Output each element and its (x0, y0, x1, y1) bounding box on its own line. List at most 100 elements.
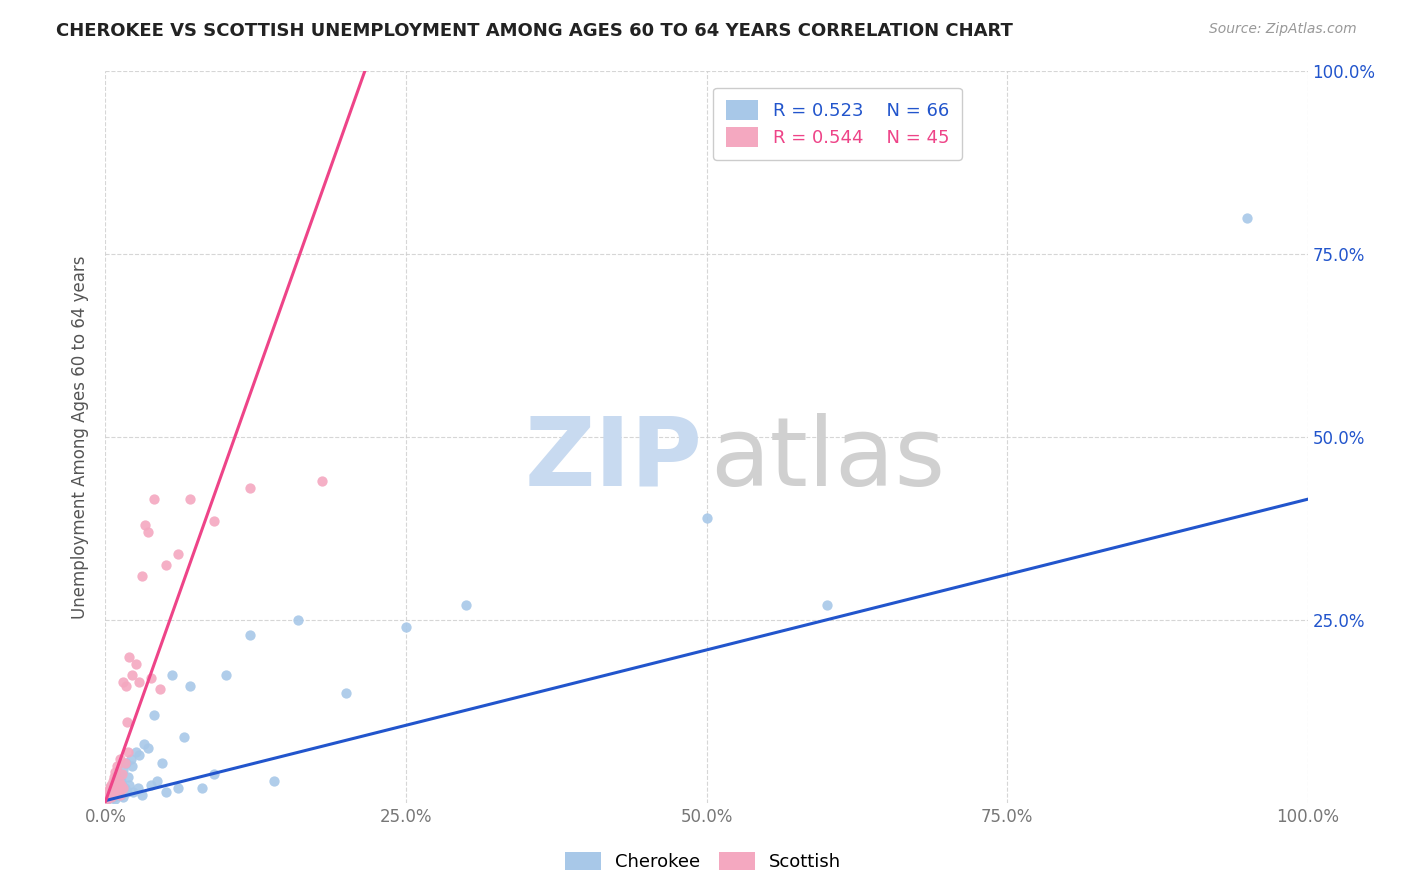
Point (1236, 211, 1258, 225)
Point (103, 784, 125, 798)
Point (110, 773, 132, 788)
Point (454, 599, 477, 613)
Point (112, 789, 135, 804)
Point (136, 525, 159, 540)
Point (117, 745, 139, 759)
Y-axis label: Unemployment Among Ages 60 to 64 years: Unemployment Among Ages 60 to 64 years (72, 255, 90, 619)
Point (98, 787, 121, 801)
Point (134, 517, 156, 532)
Point (107, 787, 129, 801)
Point (142, 708, 165, 723)
Point (104, 765, 127, 780)
Point (139, 672, 162, 686)
Point (124, 745, 146, 759)
Legend: R = 0.523    N = 66, R = 0.544    N = 45: R = 0.523 N = 66, R = 0.544 N = 45 (713, 87, 962, 160)
Point (148, 682, 170, 697)
Point (107, 775, 129, 789)
Point (173, 730, 195, 744)
Point (100, 791, 122, 805)
Point (108, 752, 131, 766)
Point (696, 510, 718, 524)
Point (190, 781, 212, 796)
Point (100, 786, 122, 800)
Legend: Cherokee, Scottish: Cherokee, Scottish (558, 845, 848, 879)
Point (97, 789, 120, 803)
Point (179, 679, 201, 693)
Point (202, 766, 225, 780)
Point (98, 789, 121, 803)
Point (107, 782, 129, 797)
Point (107, 773, 129, 788)
Point (110, 789, 132, 803)
Point (105, 781, 128, 796)
Point (287, 613, 309, 627)
Point (107, 782, 129, 797)
Point (100, 781, 122, 796)
Point (103, 785, 125, 799)
Point (131, 569, 153, 583)
Point (107, 770, 129, 784)
Point (100, 789, 122, 804)
Point (105, 781, 128, 796)
Point (136, 740, 159, 755)
Point (101, 780, 124, 794)
Point (100, 777, 122, 792)
Point (311, 474, 333, 488)
Point (239, 627, 262, 641)
Point (108, 789, 131, 803)
Point (155, 558, 177, 573)
Point (104, 773, 127, 788)
Point (122, 785, 145, 799)
Text: atlas: atlas (710, 412, 945, 506)
Point (101, 773, 124, 788)
Point (96, 792, 118, 806)
Point (139, 777, 162, 792)
Point (97, 789, 120, 804)
Point (166, 781, 188, 796)
Point (155, 785, 177, 799)
Point (115, 756, 138, 770)
Text: CHEROKEE VS SCOTTISH UNEMPLOYMENT AMONG AGES 60 TO 64 YEARS CORRELATION CHART: CHEROKEE VS SCOTTISH UNEMPLOYMENT AMONG … (56, 22, 1014, 40)
Point (115, 679, 138, 693)
Point (112, 675, 135, 690)
Point (131, 789, 153, 803)
Point (112, 781, 135, 796)
Point (114, 756, 136, 770)
Text: Source: ZipAtlas.com: Source: ZipAtlas.com (1209, 22, 1357, 37)
Point (108, 766, 131, 780)
Point (146, 773, 169, 788)
Point (101, 789, 124, 803)
Point (103, 777, 125, 792)
Point (335, 686, 357, 700)
Point (98, 789, 121, 804)
Point (160, 667, 183, 681)
Point (104, 787, 127, 801)
Point (263, 773, 285, 788)
Point (98, 780, 121, 794)
Point (124, 657, 146, 671)
Point (166, 547, 188, 561)
Point (118, 649, 141, 664)
Point (98, 789, 121, 804)
Point (105, 789, 128, 803)
Point (107, 759, 129, 773)
Point (96, 792, 118, 806)
Point (128, 675, 150, 690)
Point (101, 789, 124, 803)
Point (98, 785, 121, 799)
Point (104, 792, 127, 806)
Point (117, 770, 139, 784)
Point (111, 777, 134, 792)
Point (97, 787, 120, 801)
Point (111, 766, 134, 780)
Point (142, 492, 165, 507)
Point (104, 782, 127, 797)
Point (132, 737, 155, 751)
Point (128, 748, 150, 763)
Point (103, 789, 125, 804)
Point (114, 781, 136, 796)
Point (97, 785, 120, 799)
Point (115, 785, 138, 799)
Point (112, 763, 135, 777)
Point (202, 514, 225, 528)
